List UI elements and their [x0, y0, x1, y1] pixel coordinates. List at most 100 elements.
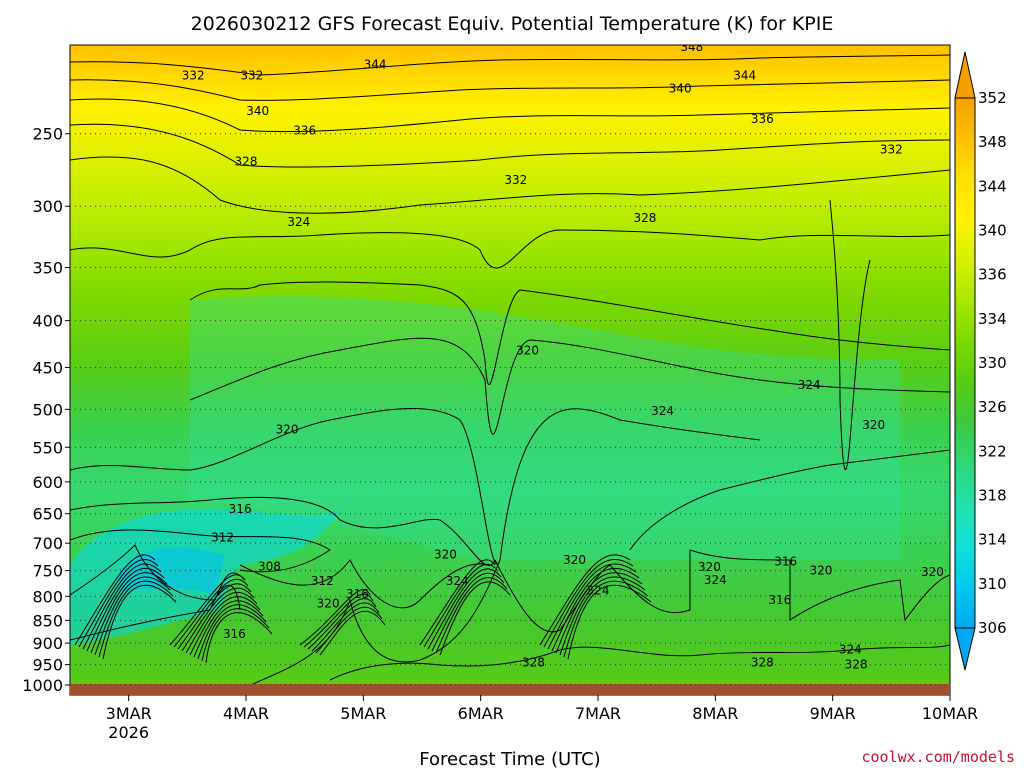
contour-value-label: 328 [974, 660, 997, 674]
x-axis-ticks: 3MAR 4MAR 5MAR 6MAR 7MAR 8MAR 9MAR 10MAR 2026 [106, 695, 978, 742]
contour-line [102, 584, 177, 660]
contour-value-label: 324 [839, 643, 862, 657]
y-tick-label: 950 [32, 656, 63, 675]
x-tick-label: 6MAR [458, 704, 504, 723]
ground-strip-visible [70, 684, 950, 695]
x-tick-label: 10MAR [922, 704, 978, 723]
contour-value-label: 320 [516, 343, 539, 357]
contour-line [70, 229, 950, 269]
colorbar-label: 326 [978, 398, 1007, 416]
colorbar-top-cap [954, 51, 976, 99]
x-tick-label: 7MAR [575, 704, 621, 723]
contour-value-label: 320 [1015, 565, 1024, 579]
contour-value-label: 312 [311, 574, 334, 588]
contour-line [189, 337, 950, 435]
contour-line [551, 567, 640, 652]
contour-value-label: 348 [680, 40, 703, 54]
contour-line [181, 587, 255, 652]
contour-line [189, 281, 950, 385]
contour-value-label: 324 [587, 583, 610, 597]
contour-line [70, 98, 950, 133]
contour-line [82, 563, 162, 650]
contour-value-label: 320 [698, 560, 721, 574]
contour-line [559, 576, 646, 656]
colorbar-label: 352 [978, 89, 1007, 107]
contour-value-label: 340 [246, 104, 269, 118]
contour-value-label: 320 [862, 418, 885, 432]
x-tick-label: 9MAR [810, 704, 856, 723]
colorbar: 352 348 344 340 336 334 330 326 322 318 314 310 306 [954, 51, 1007, 671]
contour-line [329, 644, 950, 681]
contour-line [70, 496, 496, 566]
contour-line [567, 584, 652, 660]
contour-line [205, 612, 273, 664]
credit-text: coolwx.com/models [861, 748, 1015, 766]
contour-value-label: 324 [798, 378, 821, 392]
contour-line [189, 596, 261, 656]
contour-line [539, 554, 631, 646]
contour-line [70, 79, 950, 101]
contour-line [90, 572, 168, 654]
contour-value-label: 332 [504, 173, 527, 187]
contour-line [543, 559, 634, 648]
contour-line [70, 54, 950, 76]
y-tick-label: 850 [32, 611, 63, 630]
contour-line [70, 529, 331, 573]
contour-value-label: 328 [522, 656, 545, 670]
contour-value-label: 336 [751, 112, 774, 126]
contour-lines [70, 54, 950, 685]
contour-value-label: 332 [240, 69, 263, 83]
colorbar-labels: 352 348 344 340 336 334 330 326 322 318 314 310 306 [978, 89, 1007, 637]
y-tick-label: 550 [32, 438, 63, 457]
contour-value-label: 316 [768, 593, 791, 607]
contour-line [239, 559, 491, 609]
contour-line [70, 407, 761, 565]
colorbar-label: 310 [978, 575, 1007, 593]
contour-line [435, 577, 508, 654]
contour-line [307, 598, 377, 650]
contour-line [315, 606, 383, 654]
colorbar-label: 348 [978, 133, 1007, 151]
contour-line [494, 549, 950, 633]
y-axis-ticks: 250 300 350 400 450 500 550 600 650 700 750 800 850 9… [22, 125, 70, 695]
y-tick-label: 400 [32, 312, 63, 331]
contour-line [423, 564, 499, 648]
pressure-gridlines [70, 133, 950, 686]
contour-labels: 332 3323403363443283243323403483443363283… [182, 40, 1024, 674]
contour-value-label: 328 [633, 211, 656, 225]
x-tick-label: 8MAR [692, 704, 738, 723]
colorbar-label: 322 [978, 442, 1007, 460]
contour-value-label: 328 [845, 658, 868, 672]
contour-line [303, 593, 374, 648]
chart-title: 2026030212 GFS Forecast Equiv. Potential… [191, 13, 834, 35]
contour-value-label: 316 [229, 502, 252, 516]
contour-line [311, 602, 380, 652]
contour-value-label: 320 [317, 597, 340, 611]
contour-line [70, 123, 950, 168]
colorbar-label: 340 [978, 222, 1007, 240]
contour-value-label: 344 [364, 57, 387, 71]
contour-line [419, 559, 496, 646]
colorbar-label: 330 [978, 354, 1007, 372]
contour-line [173, 578, 249, 648]
y-tick-label: 900 [32, 634, 63, 653]
colorbar-label: 336 [978, 266, 1007, 284]
colorbar-label: 344 [978, 177, 1007, 195]
plot-area: 332 3323403363443283243323403483443363283… [70, 40, 1024, 685]
contour-value-label: 324 [287, 215, 310, 229]
contour-line [185, 591, 258, 654]
colorbar-label: 318 [978, 487, 1007, 505]
contour-line [94, 576, 171, 656]
contour-line [629, 449, 950, 551]
y-tick-label: 650 [32, 505, 63, 524]
contour-line [74, 554, 156, 646]
contour-line [197, 604, 267, 660]
y-tick-label: 700 [32, 534, 63, 553]
contour-line [547, 563, 637, 650]
contour-value-label: 316 [223, 627, 246, 641]
x-year-label: 2026 [108, 723, 149, 742]
contour-value-label: 316 [774, 554, 797, 568]
x-tick-label: 3MAR [106, 704, 152, 723]
y-tick-label: 800 [32, 587, 63, 606]
contour-value-label: 320 [921, 565, 944, 579]
